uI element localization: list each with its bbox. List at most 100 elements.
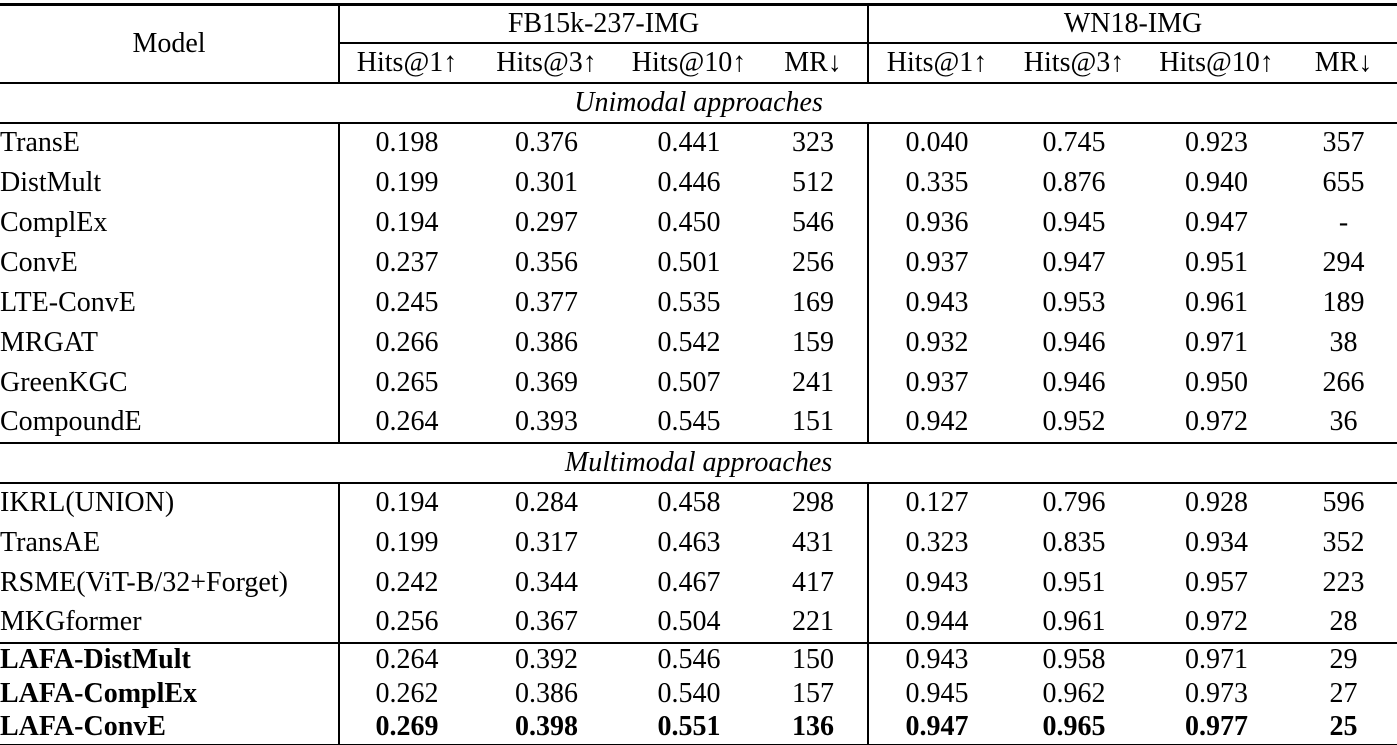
metric-value: 0.947 — [1185, 206, 1249, 238]
metric-value: 0.945 — [1042, 206, 1106, 238]
model-name: TransAE — [0, 523, 340, 563]
metric-value: 0.501 — [657, 246, 721, 278]
column-header-hits10-fb: Hits@10↑ — [619, 43, 759, 84]
metric-value: 0.946 — [1042, 366, 1106, 398]
metric-value: 0.398 — [474, 711, 619, 745]
model-name: LTE-ConvE — [0, 283, 340, 323]
metric-value: 0.946 — [1042, 326, 1106, 358]
metric-value: 0.796 — [1042, 487, 1106, 519]
metric-value: 0.393 — [515, 406, 578, 438]
metric-value: - — [1338, 206, 1349, 238]
metric-value: 0.947 — [868, 711, 1006, 745]
metric-value: 27 — [1329, 677, 1358, 709]
table-row: TransE 0.198 0.376 0.441 323 0.040 0.745 0.923 3… — [0, 123, 1397, 163]
metric-value: 256 — [759, 243, 870, 283]
metric-value: 0.198 — [375, 127, 439, 159]
metric-value: 0.972 — [1185, 606, 1249, 638]
metric-value: 298 — [759, 483, 870, 523]
metric-value: 0.264 — [375, 406, 439, 438]
metric-value: 0.297 — [515, 206, 578, 238]
metric-value: 0.237 — [375, 246, 439, 278]
metric-value: 512 — [759, 163, 870, 203]
model-name: GreenKGC — [0, 363, 340, 403]
metric-value: 0.535 — [657, 286, 721, 318]
column-header-hits10-wn: Hits@10↑ — [1143, 43, 1291, 84]
metric-value: 0.934 — [1185, 526, 1249, 558]
metric-value: 0.943 — [905, 286, 969, 318]
model-name: IKRL(UNION) — [0, 483, 340, 523]
metric-value: 352 — [1322, 526, 1365, 558]
metric-value: 0.947 — [1042, 246, 1106, 278]
metric-value: 159 — [759, 323, 870, 363]
metric-value: 0.937 — [905, 246, 969, 278]
section-title: Unimodal approaches — [0, 82, 1397, 124]
metric-value: 357 — [1322, 127, 1365, 159]
metric-value: 0.386 — [515, 677, 578, 709]
metric-value: 223 — [1322, 566, 1365, 598]
metric-value: 0.940 — [1185, 166, 1249, 198]
table-row: LAFA-ComplEx 0.262 0.386 0.540 157 0.945 0.962… — [0, 677, 1397, 711]
metric-value: 241 — [759, 363, 870, 403]
table-row: MRGAT 0.266 0.386 0.542 159 0.932 0.946 0.971 38 — [0, 323, 1397, 363]
metric-value: 0.932 — [905, 326, 969, 358]
metric-value: 0.194 — [375, 487, 439, 519]
model-name: RSME(ViT-B/32+Forget) — [0, 563, 340, 603]
metric-value: 0.504 — [657, 606, 721, 638]
metric-value: 150 — [759, 642, 870, 677]
metric-value: 0.961 — [1042, 606, 1106, 638]
results-table: Model FB15k-237-IMG WN18-IMG Hits@1↑ Hit… — [0, 3, 1397, 745]
metric-value: 655 — [1322, 166, 1365, 198]
metric-value: 0.441 — [657, 127, 721, 159]
model-name: ComplEx — [0, 203, 340, 243]
metric-value: 0.194 — [375, 206, 439, 238]
metric-value: 28 — [1329, 606, 1358, 638]
table-row: TransAE 0.199 0.317 0.463 431 0.323 0.835 0.934… — [0, 523, 1397, 563]
metric-value: 0.835 — [1042, 526, 1106, 558]
group-header-fb15k-237-img: FB15k-237-IMG — [339, 3, 870, 44]
metric-value: 0.256 — [375, 606, 439, 638]
metric-value: 596 — [1322, 487, 1365, 519]
section-title: Multimodal approaches — [0, 442, 1397, 484]
metric-value: 0.463 — [657, 526, 721, 558]
metric-value: 546 — [759, 203, 870, 243]
metric-value: 0.199 — [375, 166, 439, 198]
metric-value: 0.264 — [339, 642, 474, 677]
table-row: ConvE 0.237 0.356 0.501 256 0.937 0.947 0.951 29… — [0, 243, 1397, 283]
metric-value: 0.953 — [1042, 286, 1106, 318]
metric-value: 0.973 — [1185, 677, 1249, 709]
metric-value: 36 — [1329, 406, 1358, 438]
metric-value: 0.962 — [1042, 677, 1106, 709]
metric-value: 0.284 — [515, 487, 578, 519]
metric-value: 0.951 — [1185, 246, 1249, 278]
model-name: MRGAT — [0, 323, 340, 363]
metric-value: 0.945 — [905, 677, 969, 709]
column-header-hits3-fb: Hits@3↑ — [474, 43, 619, 84]
metric-value: 0.467 — [657, 566, 721, 598]
column-header-hits1-fb: Hits@1↑ — [339, 43, 474, 84]
metric-value: 294 — [1322, 246, 1365, 278]
metric-value: 0.923 — [1185, 127, 1249, 159]
metric-value: 0.040 — [905, 127, 969, 159]
metric-value: 0.266 — [375, 326, 439, 358]
metric-value: 0.301 — [515, 166, 578, 198]
model-name: ConvE — [0, 243, 340, 283]
metric-value: 0.344 — [515, 566, 578, 598]
section-band-row: Unimodal approaches — [0, 82, 1397, 124]
metric-value: 0.317 — [515, 526, 578, 558]
metric-value: 0.392 — [474, 642, 619, 677]
column-header-mr-fb: MR↓ — [759, 43, 870, 84]
metric-value: 0.958 — [1005, 642, 1144, 677]
table-row: GreenKGC 0.265 0.369 0.507 241 0.937 0.946 0.95… — [0, 363, 1397, 403]
table-row: ComplEx 0.194 0.297 0.450 546 0.936 0.945 0.947… — [0, 203, 1397, 243]
metric-value: 0.335 — [905, 166, 969, 198]
model-name: LAFA-ComplEx — [0, 677, 340, 711]
table-row: RSME(ViT-B/32+Forget) 0.242 0.344 0.467 417 0… — [0, 563, 1397, 603]
model-name: LAFA-DistMult — [0, 642, 340, 677]
metric-value: 0.377 — [515, 286, 578, 318]
metric-value: 266 — [1322, 366, 1365, 398]
metric-value: 0.323 — [905, 526, 969, 558]
column-header-hits3-wn: Hits@3↑ — [1005, 43, 1144, 84]
metric-value: 0.369 — [515, 366, 578, 398]
metric-value: 0.386 — [515, 326, 578, 358]
